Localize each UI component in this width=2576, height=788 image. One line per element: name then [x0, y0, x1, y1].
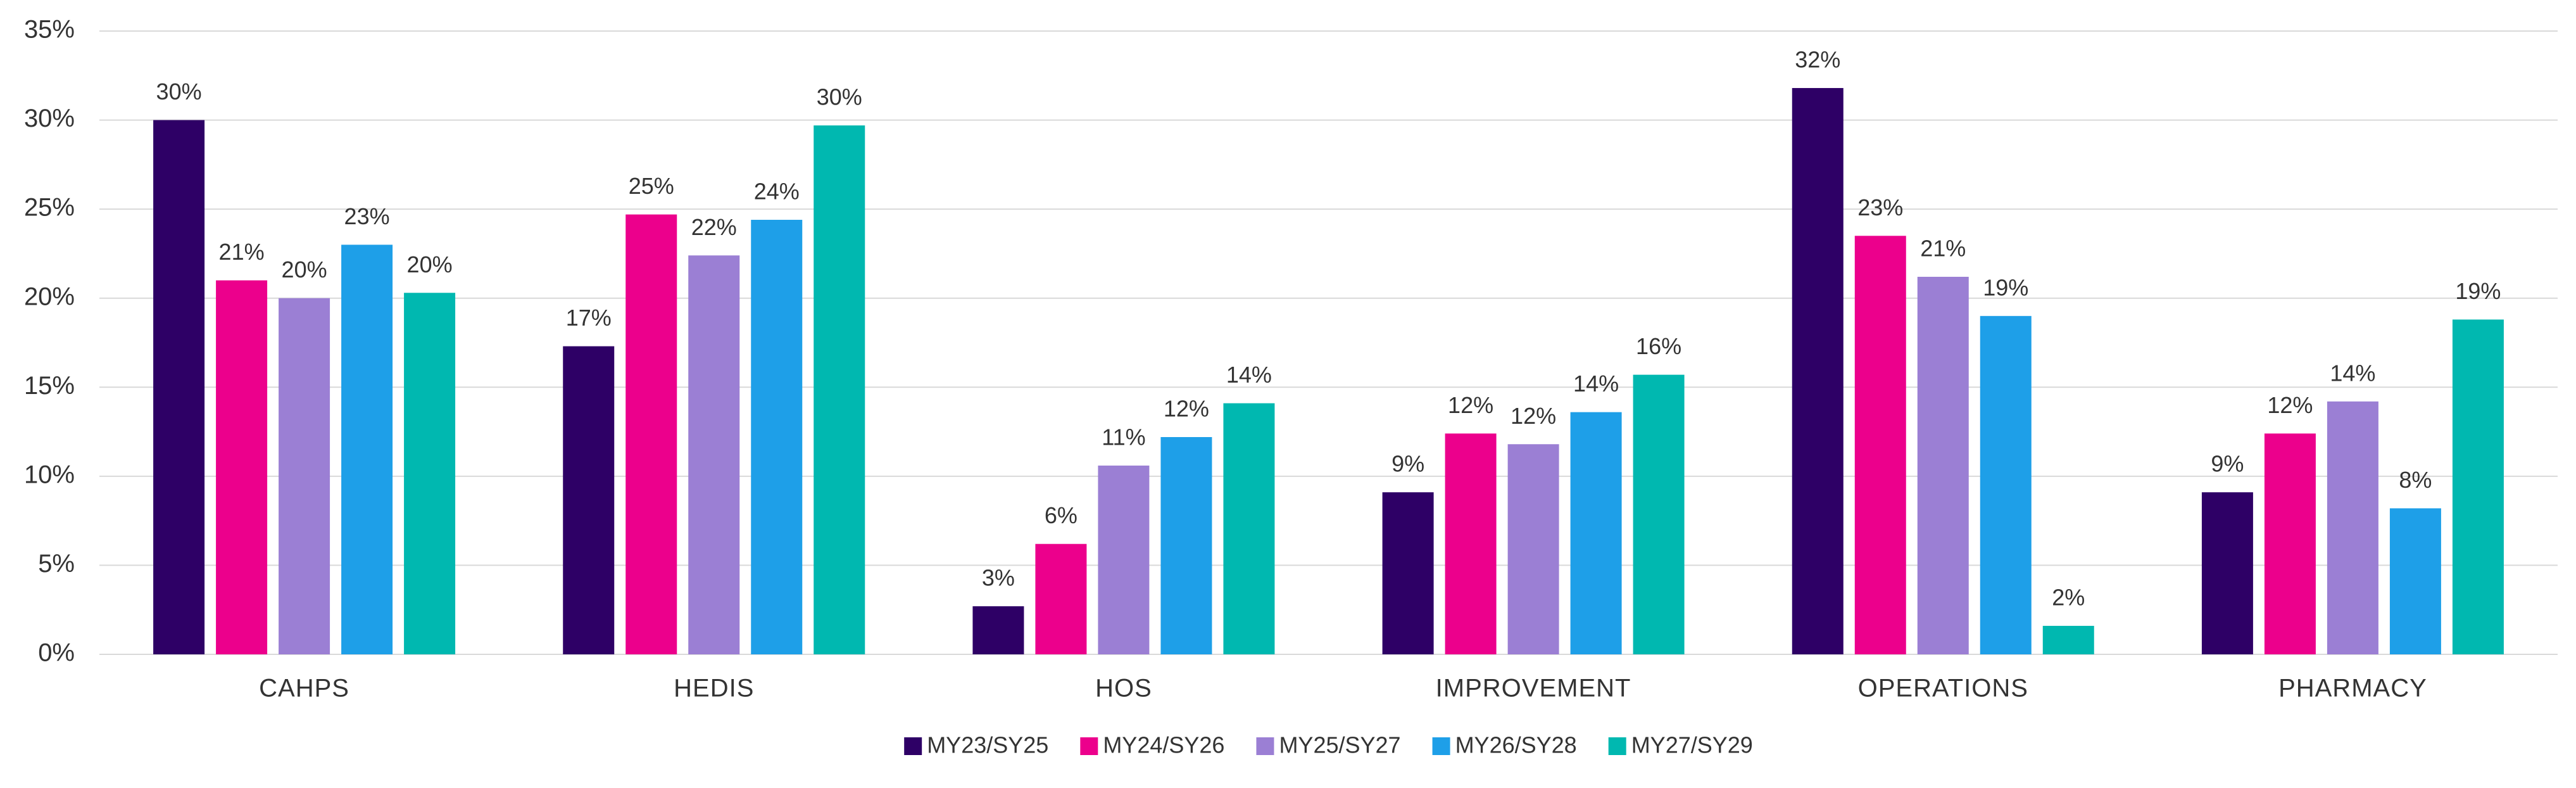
legend-swatch — [904, 737, 922, 755]
bar — [404, 293, 456, 654]
bar — [216, 280, 268, 655]
data-label: 17% — [566, 305, 612, 331]
bar — [1792, 87, 1844, 655]
data-label: 19% — [2455, 278, 2501, 304]
data-label: 14% — [1226, 362, 1272, 388]
y-tick-label: 15% — [24, 372, 75, 400]
data-label: 12% — [1448, 392, 1493, 418]
data-label: 21% — [1920, 235, 1966, 261]
bar — [1980, 315, 2032, 654]
legend-label: MY23/SY25 — [927, 732, 1048, 758]
legend-swatch — [1256, 737, 1274, 755]
bar — [1854, 236, 1906, 654]
legend-swatch — [1608, 737, 1626, 755]
bar — [1445, 433, 1497, 654]
legend-label: MY24/SY26 — [1103, 732, 1224, 758]
data-label: 30% — [156, 79, 202, 105]
y-tick-label: 5% — [38, 550, 75, 578]
y-tick-label: 35% — [24, 16, 75, 44]
data-label: 9% — [1392, 451, 1424, 477]
data-label: 20% — [282, 257, 327, 283]
bar — [1035, 543, 1087, 654]
x-tick-label: HEDIS — [674, 675, 754, 702]
bar — [1098, 465, 1150, 654]
bar — [972, 606, 1024, 654]
data-label: 8% — [2399, 467, 2432, 493]
x-tick-label: PHARMACY — [2278, 675, 2427, 702]
data-label: 2% — [2052, 585, 2085, 611]
data-label: 21% — [219, 239, 265, 265]
bar — [2327, 401, 2378, 654]
bar — [1633, 374, 1685, 654]
x-tick-label: CAHPS — [259, 675, 349, 702]
bar — [2042, 626, 2094, 654]
bar — [341, 245, 393, 654]
bar — [1160, 437, 1212, 654]
bar — [688, 255, 740, 654]
x-tick-label: HOS — [1095, 675, 1152, 702]
legend-label: MY27/SY29 — [1631, 732, 1753, 758]
data-label: 25% — [629, 173, 674, 199]
data-label: 12% — [1511, 403, 1556, 429]
data-label: 32% — [1795, 46, 1840, 72]
bar — [751, 220, 803, 654]
bar — [1507, 444, 1559, 654]
legend-swatch — [1080, 737, 1098, 755]
data-label: 14% — [2330, 360, 2375, 386]
bar — [2389, 508, 2441, 654]
data-label: 23% — [1857, 194, 1903, 220]
bar — [2264, 433, 2316, 654]
data-label: 30% — [817, 84, 862, 110]
bar — [1382, 492, 1434, 654]
data-label: 24% — [754, 179, 800, 205]
data-label: 20% — [407, 251, 453, 277]
legend-swatch — [1432, 737, 1450, 755]
data-label: 12% — [1164, 396, 1209, 422]
data-label: 23% — [344, 203, 390, 229]
data-label: 12% — [2267, 392, 2313, 418]
data-label: 22% — [691, 214, 737, 240]
bar — [1570, 412, 1622, 654]
data-label: 11% — [1102, 424, 1145, 450]
data-label: 16% — [1636, 333, 1681, 359]
x-tick-label: IMPROVEMENT — [1436, 675, 1631, 702]
y-tick-label: 20% — [24, 283, 75, 310]
data-label: 3% — [982, 565, 1015, 591]
bar — [2452, 319, 2504, 654]
data-label: 9% — [2211, 451, 2244, 477]
y-tick-label: 25% — [24, 194, 75, 222]
bar — [1223, 403, 1275, 654]
bar — [1917, 276, 1969, 654]
bar — [2201, 492, 2253, 654]
bar — [563, 346, 615, 654]
x-tick-label: OPERATIONS — [1858, 675, 2028, 702]
bar — [279, 298, 330, 654]
bar — [625, 214, 677, 654]
data-label: 14% — [1573, 371, 1619, 397]
y-tick-label: 30% — [24, 105, 75, 132]
bar — [153, 120, 205, 655]
y-tick-label: 0% — [38, 639, 75, 667]
legend-label: MY25/SY27 — [1279, 732, 1400, 758]
data-label: 6% — [1045, 502, 1078, 528]
bar — [814, 125, 865, 654]
data-label: 19% — [1983, 274, 2028, 300]
y-tick-label: 10% — [24, 461, 75, 488]
legend-label: MY26/SY28 — [1455, 732, 1577, 758]
